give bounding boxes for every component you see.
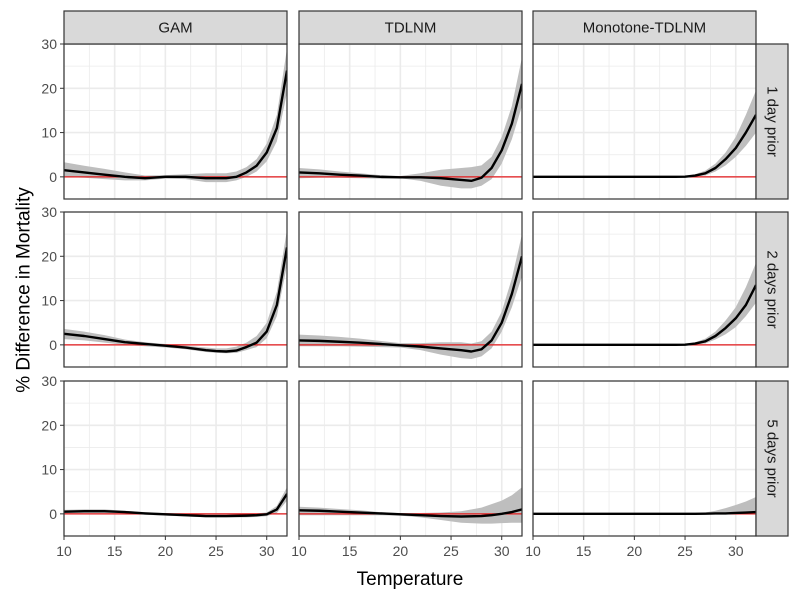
x-tick-label: 15 xyxy=(107,543,123,559)
y-tick-label: 0 xyxy=(49,506,57,522)
x-tick-label: 20 xyxy=(627,543,643,559)
panel-border xyxy=(63,380,288,537)
x-tick-label: 10 xyxy=(291,543,307,559)
row-strip-label: 5 days prior xyxy=(764,419,781,497)
estimate-line xyxy=(64,493,287,518)
y-tick-label: 0 xyxy=(49,169,57,185)
estimate-line xyxy=(299,83,522,183)
estimate-line xyxy=(533,510,756,516)
row-strip xyxy=(755,380,789,537)
panel-border xyxy=(298,211,523,368)
y-tick-label: 30 xyxy=(41,373,57,389)
confidence-band xyxy=(64,48,287,183)
panel-border xyxy=(63,211,288,368)
column-strip xyxy=(63,10,288,45)
panel-2-3 xyxy=(532,211,756,367)
confidence-band xyxy=(299,57,522,189)
x-tick-label: 30 xyxy=(259,543,275,559)
x-axis-title: Temperature xyxy=(357,569,464,590)
column-strip xyxy=(532,10,757,45)
y-axis-title: % Difference in Mortality xyxy=(14,187,35,393)
x-tick-label: 25 xyxy=(677,543,693,559)
row-strip-label: 2 days prior xyxy=(764,250,781,328)
panel-background xyxy=(533,212,756,367)
y-tick-label: 10 xyxy=(41,462,57,478)
y-tick-label: 30 xyxy=(41,36,57,52)
row-strip-label: 1 day prior xyxy=(764,86,781,157)
estimate-line xyxy=(64,247,287,353)
row-strip xyxy=(755,211,789,368)
estimate-line xyxy=(64,70,287,180)
x-tick-label: 15 xyxy=(576,543,592,559)
x-tick-label: 10 xyxy=(56,543,72,559)
estimate-line xyxy=(533,114,756,179)
confidence-band xyxy=(299,487,522,524)
estimate-line xyxy=(533,284,756,347)
x-tick-label: 10 xyxy=(525,543,541,559)
y-tick-label: 0 xyxy=(49,337,57,353)
x-tick-label: 30 xyxy=(728,543,744,559)
y-tick-label: 10 xyxy=(41,125,57,141)
column-strip xyxy=(298,10,523,45)
estimate-line xyxy=(299,508,522,518)
x-tick-label: 30 xyxy=(494,543,510,559)
panel-background xyxy=(533,44,756,199)
x-tick-label: 20 xyxy=(158,543,174,559)
y-tick-label: 10 xyxy=(41,293,57,309)
x-tick-label: 25 xyxy=(443,543,459,559)
x-tick-label: 25 xyxy=(208,543,224,559)
y-tick-label: 20 xyxy=(41,248,57,264)
x-tick-label: 20 xyxy=(393,543,409,559)
y-tick-label: 20 xyxy=(41,417,57,433)
estimate-line xyxy=(299,255,522,353)
column-strip-label: GAM xyxy=(158,20,192,37)
x-tick-label: 15 xyxy=(342,543,358,559)
y-tick-label: 30 xyxy=(41,204,57,220)
panel-1-3 xyxy=(532,43,756,199)
column-strip-label: TDLNM xyxy=(385,20,437,37)
y-tick-label: 20 xyxy=(41,80,57,96)
row-strip xyxy=(755,43,789,200)
panel-border xyxy=(298,380,523,537)
column-strip-label: Monotone-TDLNM xyxy=(583,20,706,37)
